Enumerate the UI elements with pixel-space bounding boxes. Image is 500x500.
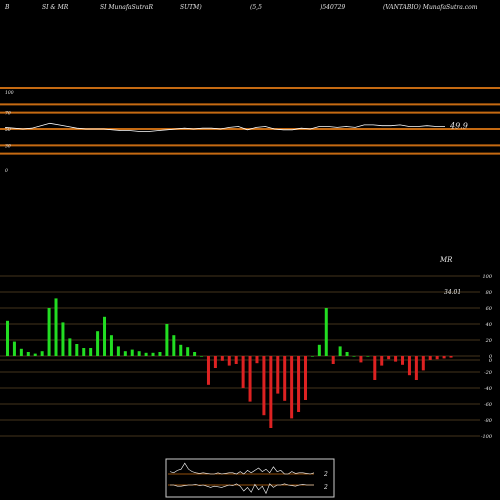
mrsi-tick-label: -40: [484, 386, 493, 392]
mrsi-bar: [165, 324, 169, 356]
mrsi-bar: [75, 344, 79, 356]
mrsi-bar: [96, 331, 100, 356]
header-item: SI MunafaSutraR: [100, 4, 153, 11]
mrsi-bar: [109, 335, 113, 356]
mrsi-bar: [449, 356, 453, 358]
mrsi-bar: [12, 341, 16, 356]
mrsi-bar: [130, 349, 134, 356]
mrsi-bar: [206, 356, 210, 385]
mini-series-line: [170, 483, 314, 495]
mrsi-bar: [151, 352, 155, 356]
mrsi-bar: [373, 356, 377, 380]
mrsi-bar: [387, 356, 391, 360]
header-item: (5,5: [250, 4, 262, 11]
mrsi-bar: [338, 346, 342, 356]
mrsi-bar: [310, 356, 314, 357]
mrsi-bar: [116, 346, 120, 356]
mrsi-tick-label: -60: [484, 402, 493, 408]
mrsi-bar: [324, 308, 328, 356]
rsi-line: [4, 122, 445, 132]
header-item: SUTM): [180, 4, 202, 11]
mini-series-line: [169, 462, 315, 475]
mrsi-bar: [248, 356, 252, 402]
mrsi-bar: [421, 356, 425, 371]
mrsi-bar: [137, 351, 141, 356]
mrsi-bar: [276, 356, 280, 394]
mrsi-bar: [366, 356, 370, 357]
mrsi-bar: [179, 344, 183, 356]
mrsi-tick-label: -20: [484, 370, 493, 376]
header-item: SI & MR: [42, 4, 69, 11]
mrsi-bar: [297, 356, 301, 412]
mrsi-tick-label: 100: [482, 274, 492, 280]
mrsi-bar: [200, 356, 204, 357]
mrsi-bar: [172, 335, 176, 356]
mrsi-bar: [283, 356, 287, 401]
rsi-last-value: 49.9: [449, 122, 468, 131]
mrsi-bar: [82, 348, 86, 356]
mrsi-bar: [241, 356, 245, 388]
mrsi-bar: [89, 348, 93, 356]
mrsi-bar: [394, 356, 398, 362]
mrsi-bar: [40, 351, 44, 356]
mrsi-bar: [407, 356, 411, 376]
mrsi-bar: [186, 347, 190, 356]
mrsi-bar: [234, 356, 238, 364]
mini-label: 2: [323, 471, 328, 478]
mrsi-bar: [68, 338, 72, 356]
mrsi-bar: [193, 352, 197, 356]
rsi-tick-label: 70: [5, 111, 11, 117]
mrsi-bar: [123, 351, 127, 356]
mrsi-value-label: 34.01: [444, 289, 461, 296]
mini-panel-frame: [165, 458, 335, 498]
mrsi-bar: [220, 356, 224, 361]
mrsi-bar: [19, 348, 23, 356]
mrsi-bar: [6, 320, 9, 356]
mrsi-tick-label: 80: [486, 290, 493, 296]
mrsi-bar: [331, 356, 335, 364]
mrsi-title: MR: [439, 256, 453, 264]
mrsi-bar: [345, 352, 349, 356]
rsi-tick-label: 0: [5, 168, 8, 174]
header-item: (VANTABIO) MunafaSutra.com: [383, 4, 478, 11]
mrsi-bar: [442, 356, 446, 359]
mrsi-tick-label: -80: [484, 418, 493, 424]
mrsi-bar: [303, 356, 307, 400]
mrsi-bar: [47, 308, 51, 356]
mrsi-tick-label: 40: [485, 322, 493, 328]
mrsi-bar: [435, 356, 439, 360]
rsi-tick-label: 50: [5, 127, 11, 133]
mrsi-bar: [380, 356, 384, 366]
mrsi-tick-label: 0: [489, 354, 493, 360]
mrsi-bar: [352, 356, 356, 357]
mrsi-bar: [317, 344, 321, 356]
mrsi-bar: [255, 356, 259, 364]
header-item: B: [5, 4, 10, 11]
rsi-tick-label: 30: [5, 143, 11, 149]
mrsi-tick-label: 0: [489, 358, 493, 364]
mrsi-bar: [158, 352, 162, 356]
mrsi-tick-label: 20: [485, 338, 493, 344]
mrsi-bar: [103, 316, 107, 356]
mrsi-bar: [414, 356, 418, 380]
mrsi-bar: [54, 298, 58, 356]
mrsi-bar: [213, 356, 217, 368]
mrsi-bar: [144, 352, 148, 356]
mrsi-tick-label: 60: [486, 306, 493, 312]
header-item: )540729: [320, 4, 346, 11]
mrsi-bar: [26, 352, 30, 356]
mrsi-bar: [262, 356, 266, 416]
mrsi-bar: [61, 322, 65, 356]
mrsi-bar: [428, 356, 432, 360]
mrsi-bar: [359, 356, 363, 363]
mrsi-tick-label: -100: [481, 434, 493, 440]
mrsi-bar: [269, 356, 273, 428]
mrsi-bar: [401, 356, 405, 365]
mrsi-bar: [290, 356, 294, 419]
mini-label: 2: [323, 484, 328, 491]
mrsi-bar: [33, 353, 37, 356]
rsi-tick-label: 100: [5, 90, 14, 96]
mrsi-bar: [227, 356, 231, 366]
